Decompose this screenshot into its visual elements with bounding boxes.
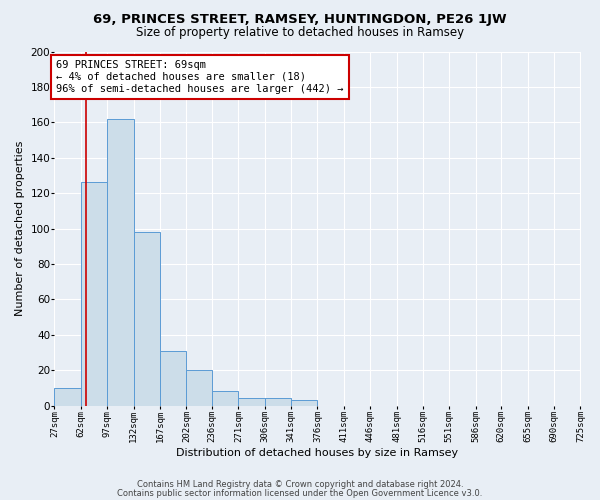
Bar (265, 398, 291, 406)
Bar (291, 400, 317, 406)
Bar (238, 398, 265, 406)
Text: Contains HM Land Registry data © Crown copyright and database right 2024.: Contains HM Land Registry data © Crown c… (137, 480, 463, 489)
Text: Size of property relative to detached houses in Ramsey: Size of property relative to detached ho… (136, 26, 464, 39)
Bar (55, 388, 81, 406)
Bar (107, 119, 134, 406)
Bar (134, 232, 160, 406)
Bar (81, 182, 107, 406)
Text: 69 PRINCES STREET: 69sqm
← 4% of detached houses are smaller (18)
96% of semi-de: 69 PRINCES STREET: 69sqm ← 4% of detache… (56, 60, 343, 94)
Text: 69, PRINCES STREET, RAMSEY, HUNTINGDON, PE26 1JW: 69, PRINCES STREET, RAMSEY, HUNTINGDON, … (93, 12, 507, 26)
Bar (160, 350, 187, 406)
Y-axis label: Number of detached properties: Number of detached properties (15, 141, 25, 316)
Text: Contains public sector information licensed under the Open Government Licence v3: Contains public sector information licen… (118, 488, 482, 498)
Bar (187, 370, 212, 406)
X-axis label: Distribution of detached houses by size in Ramsey: Distribution of detached houses by size … (176, 448, 458, 458)
Bar (212, 392, 238, 406)
